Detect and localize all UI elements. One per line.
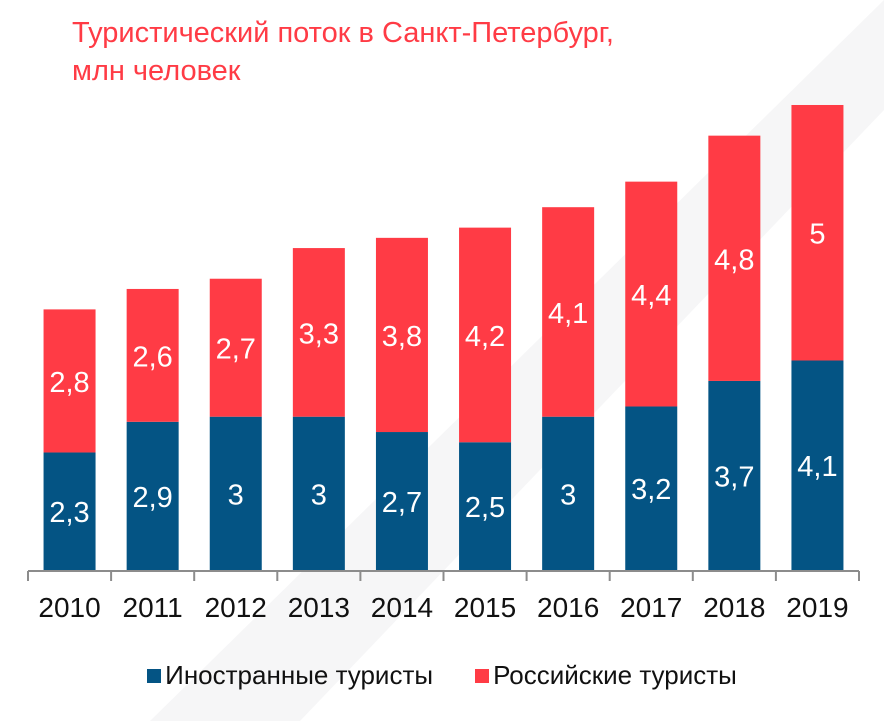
chart-title-line-1: Туристический поток в Санкт-Петербург, (72, 17, 614, 49)
data-label: 4,1 (548, 298, 588, 330)
legend-swatch-russian (475, 668, 490, 683)
data-label: 2,5 (465, 492, 505, 524)
data-label: 4,4 (631, 280, 671, 312)
x-tick-label: 2010 (38, 592, 100, 623)
x-tick-label: 2015 (454, 592, 516, 623)
bar-segment-foreign (209, 416, 262, 570)
data-label: 2,9 (132, 482, 172, 514)
x-tick-label: 2014 (371, 592, 433, 623)
data-label: 2,7 (216, 334, 256, 366)
bar-segment-russian (43, 309, 96, 453)
data-label: 3 (560, 479, 576, 511)
x-tick-label: 2016 (537, 592, 599, 623)
bar-segment-foreign (292, 416, 345, 570)
bar-segment-russian (459, 227, 512, 443)
data-label: 2,6 (132, 341, 172, 373)
bar-segment-russian (292, 248, 345, 417)
chart-legend: Иностранные туристы Российские туристы (0, 660, 884, 691)
bar-segment-russian (209, 278, 262, 417)
bar-segment-foreign (708, 380, 761, 570)
x-tick-label: 2017 (620, 592, 682, 623)
x-tick-label: 2013 (288, 592, 350, 623)
data-label: 2,8 (49, 367, 89, 399)
bar-segment-russian (625, 181, 678, 407)
stacked-bar-chart: 2,3 2,8 2010 2,9 2,6 2011 3 2,7 2012 3 3,3 2013 2,7 3… (27, 104, 860, 623)
legend-item-foreign: Иностранные туристы (147, 660, 433, 691)
legend-label-foreign: Иностранные туристы (165, 660, 434, 690)
bar-segment-russian (708, 135, 761, 381)
data-label: 4,8 (714, 244, 754, 276)
x-tick-label: 2018 (703, 592, 765, 623)
data-label: 3,8 (382, 321, 422, 353)
bar-segment-russian (126, 288, 179, 422)
data-label: 3 (311, 479, 327, 511)
data-label: 3 (228, 479, 244, 511)
data-label: 4,1 (797, 451, 837, 483)
bar-segment-foreign (375, 432, 428, 570)
x-tick-label: 2019 (786, 592, 848, 623)
legend-swatch-foreign (147, 668, 162, 683)
bar-segment-russian (542, 207, 595, 417)
bar-segment-foreign (126, 421, 179, 570)
bar-segment-russian (375, 237, 428, 433)
legend-item-russian: Российские туристы (475, 660, 737, 691)
bar-segment-foreign (791, 360, 844, 570)
bar-segment-foreign (625, 406, 678, 570)
data-label: 2,3 (49, 497, 89, 529)
data-label: 5 (809, 219, 825, 251)
data-label: 3,2 (631, 474, 671, 506)
data-label: 4,2 (465, 321, 505, 353)
bar-segment-russian (791, 104, 844, 361)
data-label: 2,7 (382, 487, 422, 519)
legend-label-russian: Российские туристы (493, 660, 737, 690)
chart-title: Туристический поток в Санкт-Петербург, м… (72, 14, 614, 90)
x-tick-label: 2011 (123, 592, 183, 623)
bar-segment-foreign (43, 452, 96, 570)
bar-segment-foreign (542, 416, 595, 570)
data-label: 3,7 (714, 461, 754, 493)
x-tick-label: 2012 (205, 592, 267, 623)
data-label: 3,3 (299, 318, 339, 350)
chart-title-line-2: млн человек (72, 55, 241, 87)
bar-segment-foreign (459, 442, 512, 570)
